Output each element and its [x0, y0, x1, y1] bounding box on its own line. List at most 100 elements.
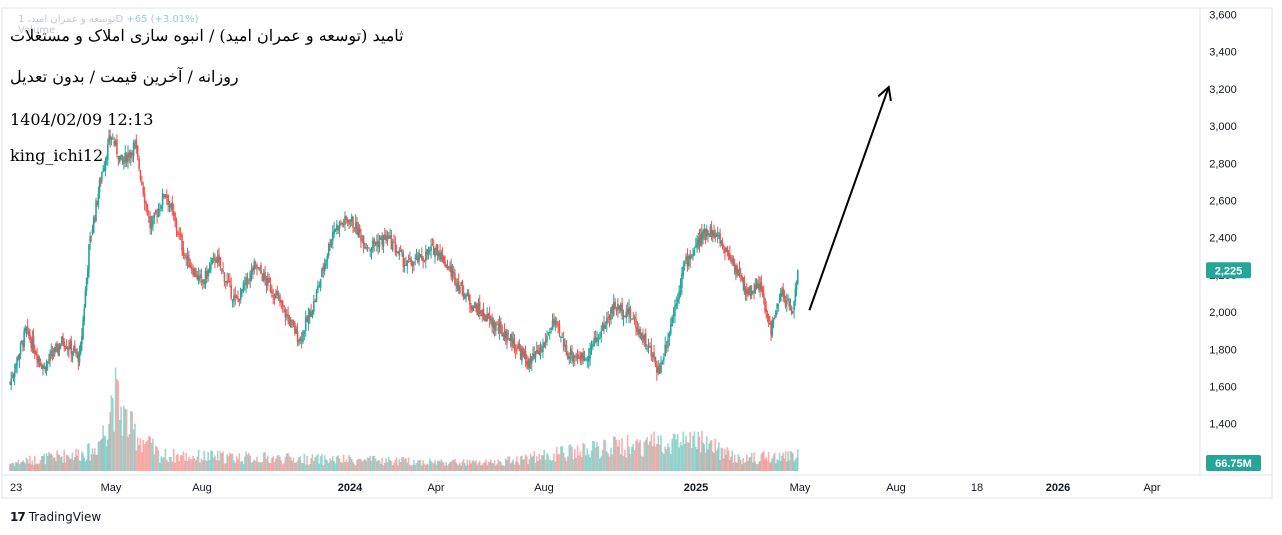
- volume-bar: [287, 452, 289, 471]
- candle-body: [527, 362, 529, 369]
- candle-body: [174, 213, 176, 221]
- candle-body: [418, 252, 420, 261]
- volume-bar: [720, 447, 723, 471]
- volume-bar: [784, 451, 787, 471]
- volume-bar: [524, 454, 527, 471]
- price-tick-label: 1,800: [1209, 344, 1237, 356]
- volume-bar: [77, 449, 80, 471]
- candle-body: [53, 346, 56, 354]
- candle-body: [788, 300, 791, 308]
- volume-bar: [383, 462, 386, 471]
- candle-body: [518, 343, 521, 350]
- candle-body: [593, 337, 596, 346]
- candle-body: [507, 338, 510, 340]
- time-tick-label: 18: [971, 482, 983, 494]
- candle-body: [216, 256, 219, 263]
- candle-body: [508, 338, 511, 341]
- candle-body: [310, 311, 312, 317]
- volume-bar: [91, 448, 94, 471]
- candle-body: [529, 356, 532, 363]
- candle-body: [735, 265, 737, 274]
- volume-bar: [446, 465, 449, 471]
- volume-bar: [230, 453, 233, 471]
- volume-bar: [142, 439, 145, 471]
- volume-bar: [726, 447, 729, 471]
- volume-bar: [51, 455, 54, 471]
- tradingview-logo[interactable]: 17 TradingView: [10, 510, 101, 524]
- candle-body: [469, 294, 471, 305]
- candle-body: [488, 314, 491, 321]
- candle-body: [702, 233, 704, 239]
- volume-bar: [739, 459, 742, 471]
- candle-body: [72, 347, 75, 352]
- volume-bar: [745, 454, 748, 471]
- candle-body: [626, 308, 629, 314]
- volume-bar: [604, 440, 607, 471]
- volume-bar: [686, 442, 689, 471]
- candle-body: [243, 283, 246, 285]
- candle-body: [407, 261, 410, 263]
- candle-body: [690, 256, 693, 258]
- candle-body: [548, 332, 551, 334]
- volume-bar: [538, 453, 541, 471]
- volume-bar: [178, 461, 181, 471]
- candle-body: [665, 346, 668, 348]
- volume-bar: [275, 458, 277, 471]
- candle-body: [516, 349, 518, 351]
- volume-bar: [632, 444, 635, 471]
- candle-body: [43, 365, 45, 369]
- volume-bar: [490, 459, 492, 471]
- volume-bar: [299, 456, 302, 471]
- candle-body: [374, 244, 377, 246]
- volume-bar: [39, 460, 42, 471]
- candle-body: [111, 138, 114, 140]
- candle-body: [86, 268, 89, 279]
- candle-body: [495, 325, 497, 332]
- candle-body: [201, 279, 204, 283]
- volume-bar: [49, 453, 51, 471]
- candle-body: [546, 335, 548, 342]
- candle-body: [583, 358, 586, 361]
- candle-body: [733, 263, 736, 271]
- volume-bar: [509, 463, 512, 471]
- volume-bar: [712, 451, 714, 471]
- candle-body: [636, 327, 639, 332]
- candle-body: [56, 343, 58, 353]
- volume-bar: [665, 449, 668, 471]
- overlay-subtitle: روزانه / آخرین قیمت / بدون تعدیل: [10, 67, 239, 86]
- volume-bar: [249, 455, 251, 471]
- candle-body: [642, 334, 644, 343]
- candle-body: [771, 321, 774, 336]
- candle-body: [185, 256, 187, 259]
- volume-bar: [724, 448, 726, 471]
- volume-bar: [83, 457, 86, 471]
- volume-bar: [436, 460, 439, 471]
- volume-bar: [722, 458, 725, 471]
- candle-body: [582, 352, 584, 362]
- candle-body: [302, 330, 304, 343]
- volume-bar: [693, 431, 696, 471]
- volume-bar: [611, 454, 614, 471]
- candle-body: [386, 237, 389, 242]
- volume-bar: [485, 459, 487, 471]
- candle-body: [724, 247, 726, 254]
- volume-bar: [792, 453, 794, 471]
- candle-body: [249, 272, 251, 282]
- volume-bar: [143, 444, 146, 471]
- candle-body: [284, 309, 287, 318]
- volume-bar: [493, 460, 496, 471]
- candle-body: [567, 352, 569, 359]
- volume-bar: [96, 454, 98, 471]
- candle-body: [168, 205, 171, 208]
- volume-bar: [644, 439, 647, 471]
- volume-bar: [462, 458, 465, 471]
- candle-body: [454, 273, 456, 285]
- volume-bar: [582, 443, 584, 471]
- last-volume-badge: [1206, 455, 1261, 471]
- candle-body: [417, 257, 419, 263]
- volume-bar: [561, 446, 564, 471]
- volume-bar: [120, 406, 122, 471]
- volume-bar: [492, 463, 495, 471]
- volume-bar: [53, 457, 56, 471]
